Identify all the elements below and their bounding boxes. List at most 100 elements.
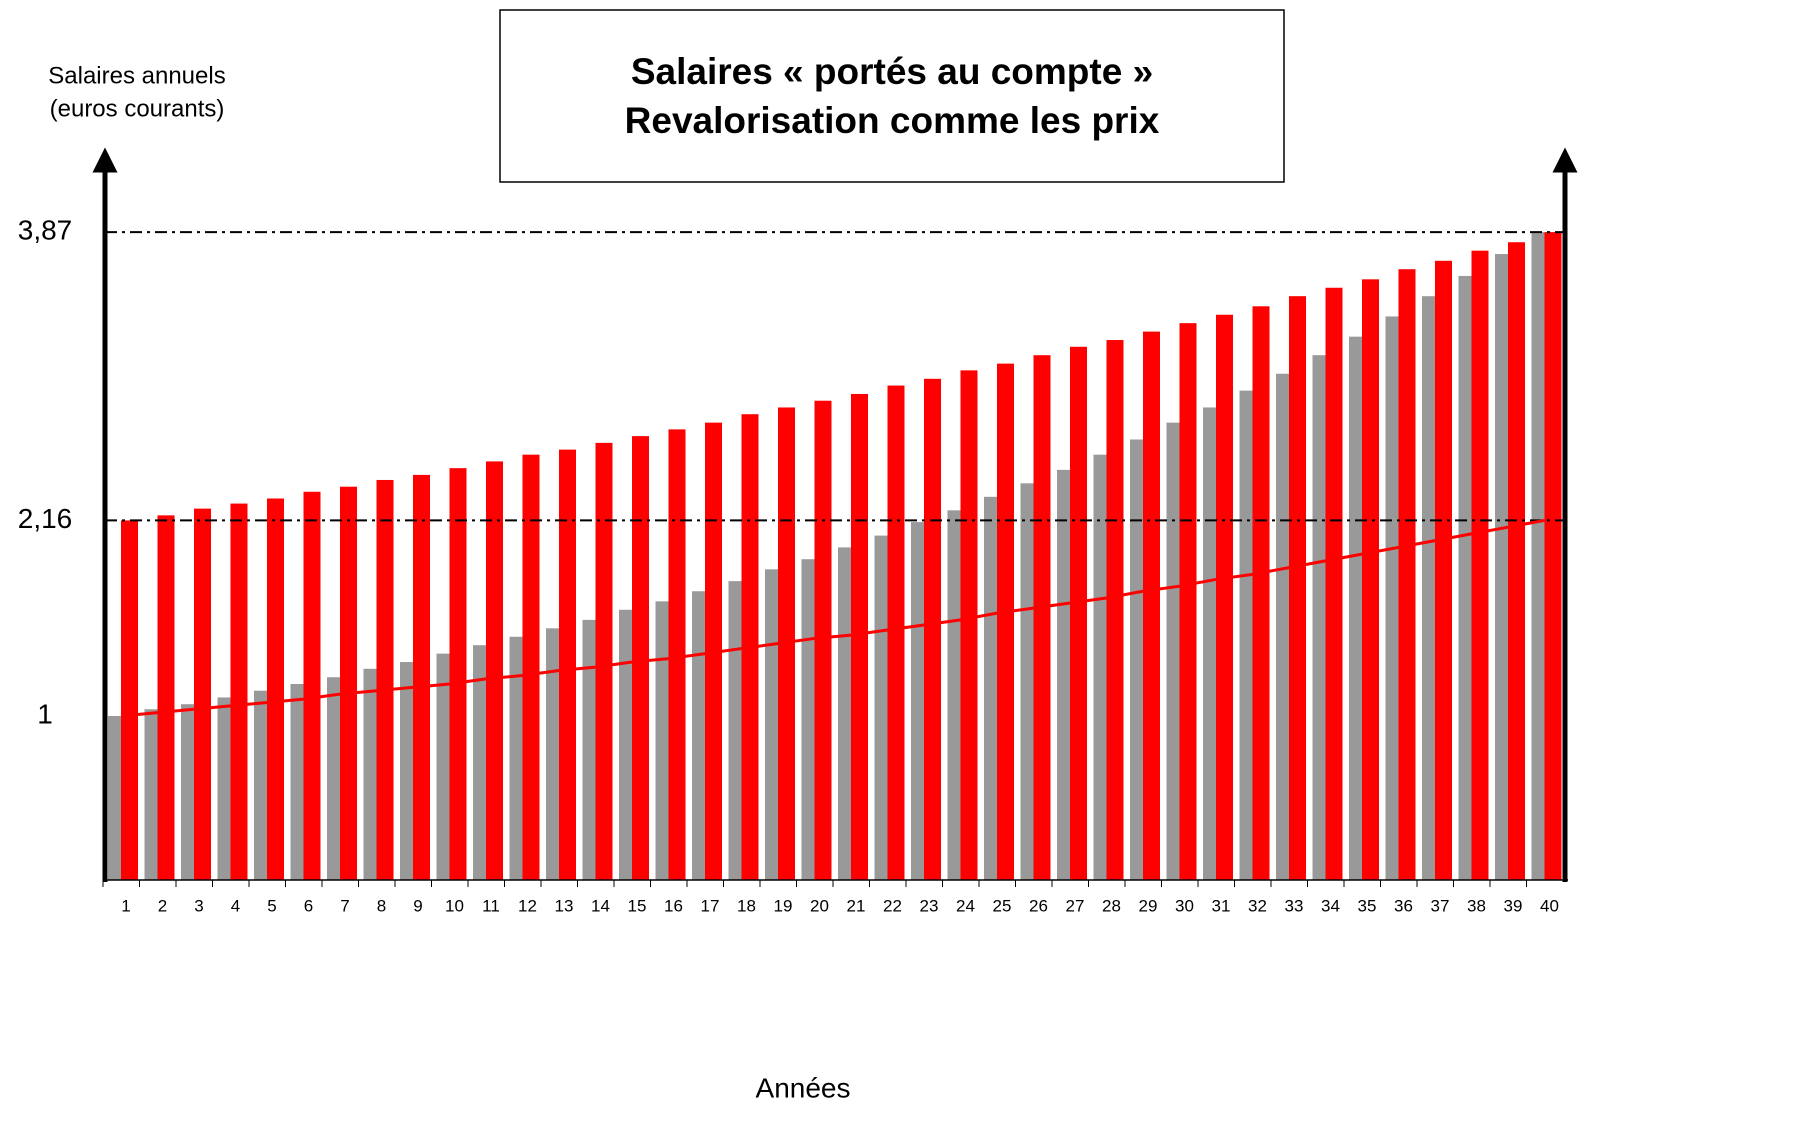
x-tick-label: 14: [591, 896, 610, 915]
x-tick-label: 9: [413, 896, 422, 915]
x-tick-label: 25: [993, 896, 1012, 915]
x-tick-label: 18: [737, 896, 756, 915]
bar: [851, 393, 868, 880]
bar: [632, 436, 649, 880]
x-tick-label: 31: [1212, 896, 1231, 915]
x-tick-label: 22: [883, 896, 902, 915]
bar: [874, 535, 888, 880]
bar: [1093, 454, 1107, 880]
bar: [997, 363, 1014, 881]
bar: [801, 559, 815, 880]
x-tick-label: 23: [920, 896, 939, 915]
bar: [194, 508, 211, 880]
x-tick-label: 2: [158, 896, 167, 915]
bar: [267, 498, 284, 880]
x-tick-label: 24: [956, 896, 975, 915]
x-tick-label: 16: [664, 896, 683, 915]
x-tick-label: 1: [121, 896, 130, 915]
bar: [436, 653, 450, 880]
bar: [157, 515, 175, 880]
bar: [960, 370, 978, 880]
bar: [1398, 269, 1416, 881]
x-tick-label: 40: [1540, 896, 1559, 915]
bar: [1349, 336, 1362, 880]
bar: [1106, 340, 1124, 881]
bar: [376, 479, 394, 880]
title-box: [499, 9, 1285, 183]
x-tick-label: 11: [482, 896, 500, 915]
x-tick-label: 10: [445, 896, 464, 915]
bar: [1495, 254, 1508, 880]
y-tick-label: 1: [37, 698, 53, 729]
bar: [1312, 355, 1326, 880]
bar: [887, 385, 905, 880]
bar: [108, 716, 121, 880]
bar: [254, 690, 267, 880]
bar: [814, 400, 832, 880]
bar: [1289, 296, 1306, 880]
bar: [1203, 407, 1216, 880]
bar: [655, 601, 669, 880]
x-tick-label: 28: [1102, 896, 1121, 915]
bar: [144, 709, 158, 880]
bar: [728, 581, 742, 880]
y-tick-label: 3,87: [18, 215, 73, 246]
bar: [1385, 316, 1399, 881]
y-axis-label: Salaires annuels: [48, 62, 225, 89]
x-tick-label: 8: [377, 896, 386, 915]
bar: [473, 645, 486, 880]
bar: [509, 636, 523, 880]
bar: [1276, 373, 1289, 880]
bar: [1057, 469, 1070, 880]
bar: [1458, 275, 1472, 881]
x-axis-label: Années: [756, 1072, 851, 1103]
x-tick-label: 36: [1394, 896, 1413, 915]
bar: [1252, 306, 1270, 880]
bar: [838, 547, 851, 880]
x-tick-label: 26: [1029, 896, 1048, 915]
y-tick-label: 2,16: [18, 503, 73, 534]
x-tick-label: 29: [1139, 896, 1158, 915]
x-tick-label: 20: [810, 896, 829, 915]
bar: [121, 520, 138, 880]
bar: [340, 486, 357, 880]
bar: [400, 662, 413, 880]
bar: [290, 683, 304, 880]
bar: [327, 677, 340, 880]
x-tick-label: 33: [1285, 896, 1304, 915]
bar: [619, 609, 632, 880]
bar: [449, 468, 467, 880]
bar: [595, 442, 613, 880]
bar: [765, 569, 778, 880]
bar: [1362, 279, 1379, 880]
bar: [181, 704, 194, 880]
x-tick-label: 37: [1431, 896, 1450, 915]
bar: [1471, 250, 1489, 880]
chart-title: Salaires « portés au compte »: [631, 51, 1153, 92]
bar: [947, 510, 961, 880]
x-tick-label: 27: [1066, 896, 1085, 915]
bar: [1130, 439, 1143, 880]
x-tick-label: 3: [194, 896, 203, 915]
x-tick-label: 38: [1467, 896, 1486, 915]
x-tick-label: 6: [304, 896, 313, 915]
x-tick-label: 17: [701, 896, 720, 915]
bar: [1239, 390, 1253, 880]
bar: [1435, 260, 1452, 880]
bar: [1508, 242, 1525, 880]
x-tick-label: 5: [267, 896, 276, 915]
x-tick-label: 34: [1321, 896, 1340, 915]
bar: [486, 461, 503, 880]
x-tick-label: 39: [1504, 896, 1523, 915]
bar: [217, 697, 231, 880]
bar: [1544, 232, 1562, 881]
bar: [1033, 355, 1051, 880]
bar: [1179, 323, 1197, 880]
bar: [911, 522, 924, 880]
bar: [1531, 232, 1545, 881]
x-tick-label: 30: [1175, 896, 1194, 915]
x-tick-label: 32: [1248, 896, 1267, 915]
bar: [1325, 287, 1343, 881]
bar: [1143, 331, 1160, 880]
